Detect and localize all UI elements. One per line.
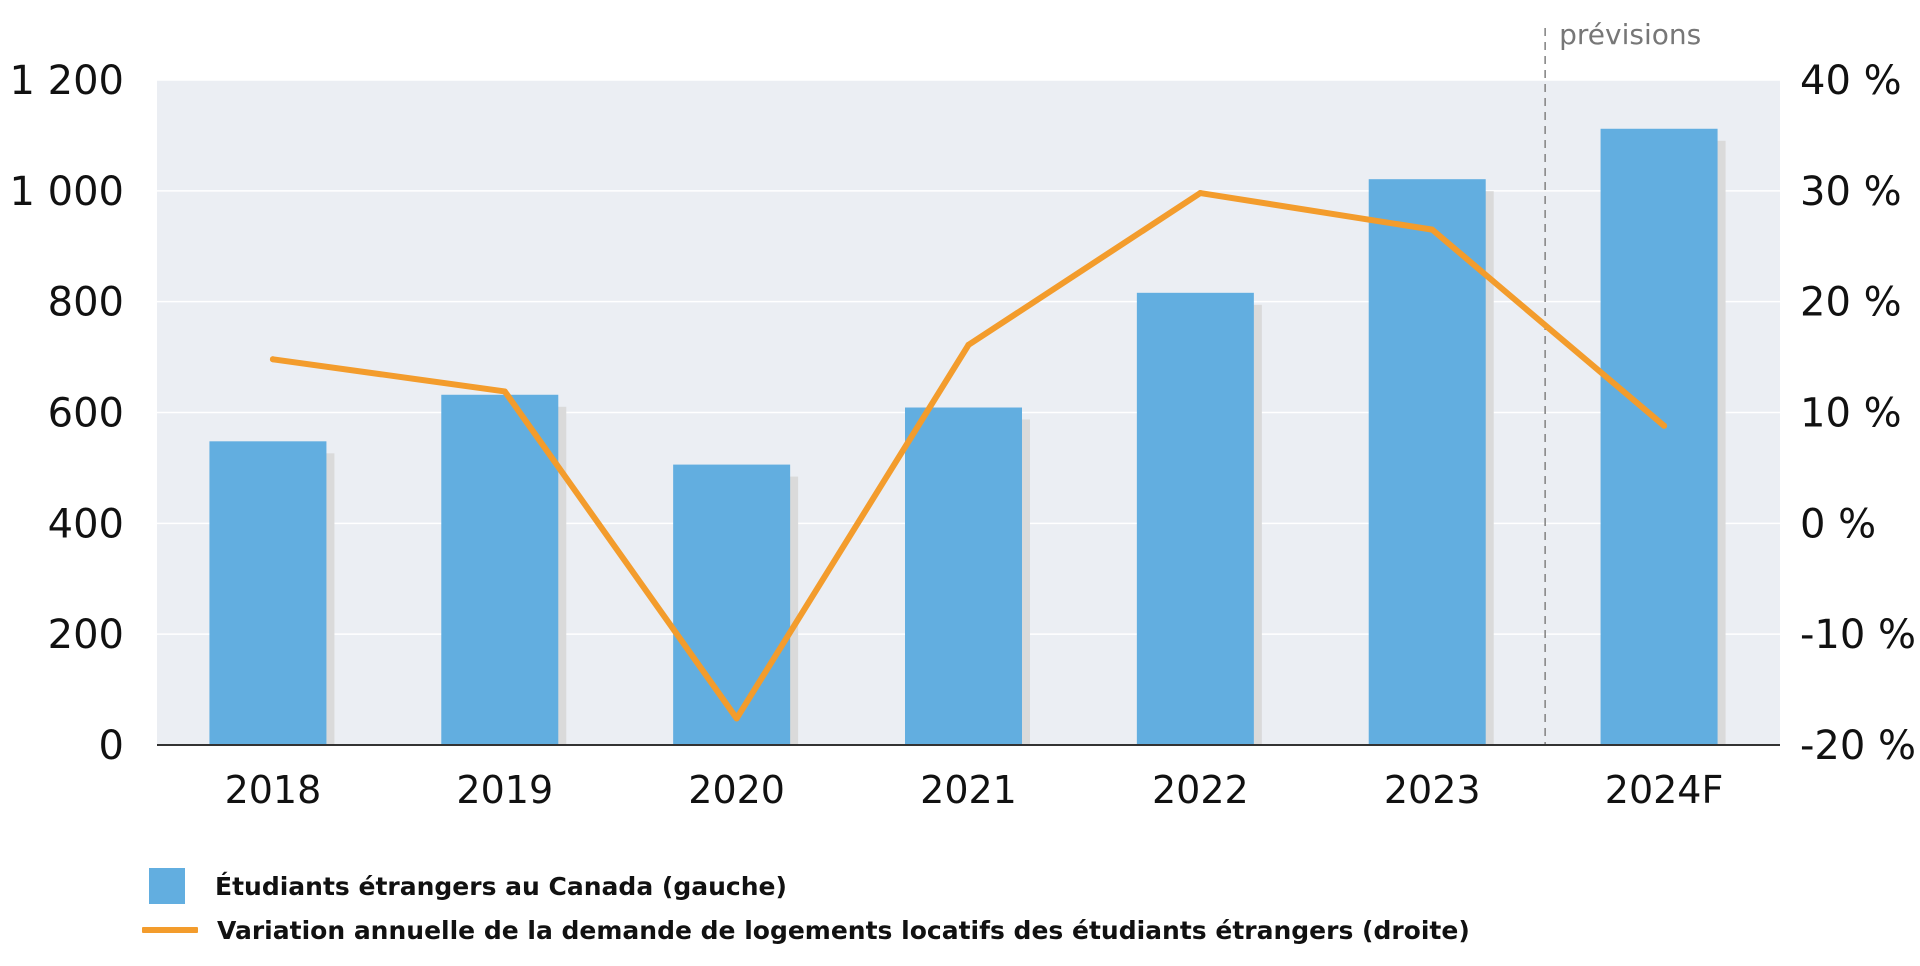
bar [1368,179,1486,746]
bar [209,441,327,745]
combo-chart: prévisions 0 200 400 600 800 1 000 1 200 -20 %… [9,18,1916,812]
line-point [1661,422,1668,429]
y-right-tick-label: 10 % [1800,391,1902,437]
x-tick-label: 2022 [1152,768,1249,812]
legend-item-bar: Étudiants étrangers au Canada (gauche) [142,864,1470,908]
line-point [965,341,972,348]
bar [441,394,559,745]
line-point [501,388,508,395]
line-point [269,356,276,363]
y-left-tick-label: 1 000 [9,169,124,215]
legend-item-line: Variation annuelle de la demande de loge… [142,908,1470,952]
legend: Étudiants étrangers au Canada (gauche) V… [142,864,1470,952]
y-right-tick-label: -20 % [1800,723,1916,769]
x-tick-label: 2023 [1384,768,1481,812]
x-tick-label: 2024F [1605,768,1724,812]
line-point [733,715,740,722]
y-right-tick-label: 40 % [1800,58,1902,104]
y-left-tick-label: 0 [99,723,124,769]
legend-bar-swatch [149,868,185,904]
y-left-tick-label: 800 [48,280,124,326]
y-left-tick-label: 1 200 [9,58,124,104]
y-left-tick-label: 600 [48,391,124,437]
x-tick-label: 2018 [225,768,322,812]
legend-bar-label: Étudiants étrangers au Canada (gauche) [215,871,787,901]
y-right-tick-label: 30 % [1800,169,1902,215]
y-left-tick-label: 200 [48,612,124,658]
legend-line-label: Variation annuelle de la demande de loge… [217,915,1470,945]
forecast-label: prévisions [1559,18,1701,51]
bar [673,464,791,745]
x-tick-label: 2020 [688,768,785,812]
bar [905,407,1022,745]
y-right-tick-label: 0 % [1800,501,1876,547]
legend-line-swatch [142,927,198,933]
x-tick-label: 2021 [920,768,1017,812]
line-point [1429,226,1436,233]
y-right-tick-label: 20 % [1800,280,1902,326]
line-point [1197,190,1204,197]
bar [1136,292,1254,745]
y-left-tick-label: 400 [48,501,124,547]
x-tick-label: 2019 [456,768,553,812]
y-right-tick-label: -10 % [1800,612,1916,658]
bar [1600,128,1718,745]
